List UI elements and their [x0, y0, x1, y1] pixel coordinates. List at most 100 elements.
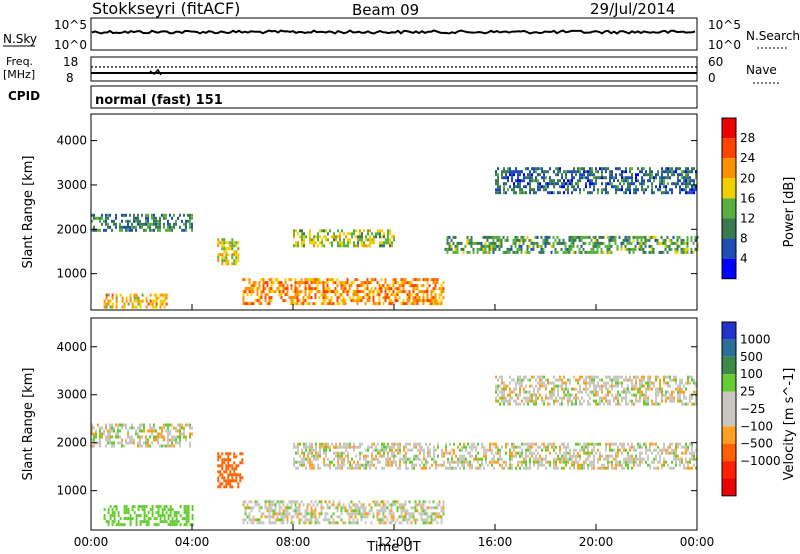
- heatmap-cell: [311, 460, 313, 464]
- heatmap-cell: [596, 241, 599, 245]
- heatmap-cell: [549, 390, 551, 394]
- heatmap-cell: [635, 384, 637, 388]
- heatmap-cell: [594, 235, 597, 239]
- heatmap-cell: [390, 518, 393, 522]
- heatmap-cell: [294, 302, 297, 306]
- heatmap-cell: [511, 188, 513, 192]
- heatmap-cell: [520, 244, 523, 248]
- heatmap-cell: [280, 284, 283, 288]
- heatmap-cell: [405, 454, 407, 458]
- heatmap-cell: [264, 296, 267, 300]
- heatmap-cell: [517, 179, 519, 183]
- heatmap-cell: [522, 235, 525, 239]
- heatmap-cell: [663, 176, 665, 180]
- heatmap-cell: [591, 381, 593, 385]
- heatmap-cell: [609, 170, 611, 174]
- heatmap-cell: [655, 393, 657, 397]
- heatmap-cell: [442, 503, 445, 507]
- heatmap-cell: [227, 262, 230, 266]
- heatmap-cell: [617, 448, 619, 452]
- heatmap-cell: [298, 284, 301, 288]
- heatmap-cell: [151, 432, 153, 436]
- heatmap-cell: [325, 463, 327, 467]
- heatmap-cell: [505, 396, 507, 400]
- heatmap-cell: [286, 518, 289, 522]
- heatmap-cell: [613, 457, 615, 461]
- heatmap-cell: [157, 225, 159, 229]
- heatmap-cell: [312, 287, 315, 291]
- heatmap-cell: [248, 278, 251, 282]
- heatmap-cell: [434, 296, 437, 300]
- heatmap-cell: [499, 191, 501, 195]
- heatmap-cell: [501, 399, 503, 403]
- heatmap-cell: [107, 520, 110, 524]
- heatmap-cell: [125, 296, 128, 300]
- heatmap-cell: [669, 188, 671, 192]
- heatmap-cell: [470, 235, 473, 239]
- heatmap-cell: [657, 466, 659, 470]
- heatmap-cell: [563, 381, 565, 385]
- heatmap-cell: [665, 375, 667, 379]
- heatmap-cell: [543, 188, 545, 192]
- heatmap-cell: [546, 241, 549, 245]
- heatmap-cell: [584, 241, 587, 245]
- heatmap-cell: [615, 167, 617, 171]
- heatmap-cell: [615, 460, 617, 464]
- heatmap-cell: [495, 191, 497, 195]
- heatmap-cell: [95, 216, 97, 220]
- heatmap-cell: [293, 229, 295, 233]
- heatmap-cell: [675, 445, 677, 449]
- heatmap-cell: [657, 451, 659, 455]
- heatmap-cell: [535, 442, 537, 446]
- heatmap-cell: [499, 384, 501, 388]
- heatmap-cell: [357, 445, 359, 449]
- heatmap-cell: [675, 182, 677, 186]
- heatmap-cell: [393, 460, 395, 464]
- heatmap-cell: [242, 500, 245, 504]
- heatmap-cell: [675, 442, 677, 446]
- heatmap-cell: [338, 296, 341, 300]
- heatmap-cell: [376, 503, 379, 507]
- heatmap-cell: [579, 448, 581, 452]
- heatmap-cell: [408, 515, 411, 519]
- heatmap-cell: [537, 387, 539, 391]
- heatmap-cell: [574, 250, 577, 254]
- heatmap-cell: [141, 429, 143, 433]
- heatmap-cell: [414, 521, 417, 525]
- heatmap-cell: [664, 247, 667, 251]
- heatmap-cell: [353, 460, 355, 464]
- heatmap-cell: [272, 515, 275, 519]
- heatmap-cell: [419, 442, 421, 446]
- heatmap-cell: [227, 461, 230, 465]
- heatmap-cell: [404, 512, 407, 516]
- heatmap-cell: [335, 235, 337, 239]
- heatmap-cell: [309, 448, 311, 452]
- heatmap-cell: [153, 517, 156, 521]
- heatmap-cell: [237, 482, 240, 486]
- heatmap-cell: [659, 188, 661, 192]
- heatmap-cell: [543, 384, 545, 388]
- heatmap-cell: [669, 396, 671, 400]
- heatmap-cell: [661, 399, 663, 403]
- heatmap-cell: [260, 512, 263, 516]
- heatmap-cell: [420, 509, 423, 513]
- heatmap-cell: [101, 216, 103, 220]
- heatmap-cell: [415, 454, 417, 458]
- heatmap-cell: [365, 448, 367, 452]
- heatmap-cell: [571, 393, 573, 397]
- heatmap-cell: [278, 512, 281, 516]
- heatmap-cell: [513, 390, 515, 394]
- heatmap-cell: [535, 167, 537, 171]
- heatmap-cell: [364, 302, 367, 306]
- power-plot-area: [91, 114, 697, 310]
- heatmap-cell: [436, 281, 439, 285]
- heatmap-cell: [436, 512, 439, 516]
- heatmap-cell: [567, 399, 569, 403]
- heatmap-cell: [577, 179, 579, 183]
- heatmap-cell: [513, 188, 515, 192]
- heatmap-cell: [91, 444, 93, 448]
- heatmap-cell: [579, 179, 581, 183]
- heatmap-cell: [677, 442, 679, 446]
- heatmap-cell: [655, 402, 657, 406]
- heatmap-cell: [282, 503, 285, 507]
